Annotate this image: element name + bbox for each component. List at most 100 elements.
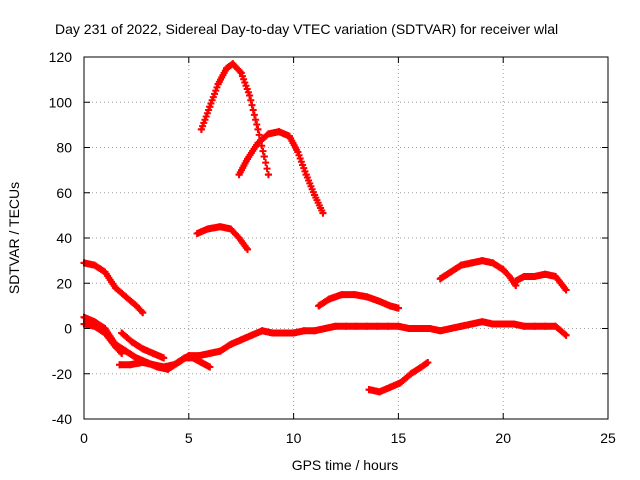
- axis-ticks: 0 5 10 15 20 25 -40 -20 0 20 40 60 80 100 120: [49, 49, 616, 446]
- chart-title: Day 231 of 2022, Sidereal Day-to-day VTE…: [55, 21, 558, 37]
- data-point: [338, 291, 346, 299]
- y-tick-label: 60: [56, 185, 72, 201]
- data-point: [447, 325, 455, 332]
- data-point: [279, 329, 287, 337]
- data-point: [541, 322, 549, 330]
- data-point: [235, 234, 243, 242]
- series-track-3: [193, 223, 251, 253]
- data-point: [478, 257, 486, 265]
- y-tick-label: 0: [64, 321, 72, 337]
- data-point: [122, 293, 130, 301]
- data-point: [499, 320, 507, 328]
- data-point: [116, 361, 124, 369]
- data-point: [269, 329, 277, 337]
- data-point: [204, 225, 212, 233]
- data-point: [350, 291, 358, 299]
- data-point: [407, 370, 415, 378]
- data-point: [216, 223, 224, 231]
- series-track-4: [80, 259, 147, 317]
- data-point: [332, 322, 340, 330]
- x-tick-label: 5: [185, 430, 193, 446]
- data-point: [300, 327, 308, 335]
- series-track-9: [315, 291, 402, 312]
- data-point: [342, 322, 350, 330]
- data-point: [206, 349, 214, 357]
- data-point: [376, 388, 384, 396]
- data-point: [489, 259, 497, 267]
- data-point: [352, 322, 360, 330]
- data-point: [111, 343, 119, 351]
- data-point: [468, 259, 476, 267]
- series-track-7: [116, 354, 214, 371]
- data-point: [562, 331, 570, 339]
- data-point: [260, 153, 268, 161]
- data-point: [424, 358, 432, 366]
- data-point: [520, 272, 528, 280]
- data-point: [315, 302, 323, 310]
- x-axis-label: GPS time / hours: [292, 457, 399, 473]
- data-point: [189, 354, 197, 362]
- data-point: [235, 171, 243, 179]
- data-point: [386, 383, 394, 391]
- data-point: [552, 272, 560, 280]
- data-point: [499, 266, 507, 274]
- data-point: [223, 64, 231, 72]
- series-band: [512, 270, 570, 294]
- data-point: [118, 349, 126, 357]
- data-point: [206, 103, 214, 111]
- x-tick-label: 10: [286, 430, 302, 446]
- data-point: [386, 302, 394, 310]
- series-track-10: [365, 358, 432, 396]
- y-tick-label: 40: [56, 230, 72, 246]
- data-point: [248, 331, 256, 339]
- data-point: [311, 191, 319, 199]
- data-point: [193, 229, 201, 237]
- series-band: [436, 257, 520, 290]
- series-band: [197, 60, 272, 179]
- data-point: [132, 302, 140, 310]
- y-tick-label: 120: [49, 49, 73, 65]
- x-tick-label: 25: [600, 430, 616, 446]
- data-point: [254, 139, 262, 147]
- data-marks: [80, 60, 570, 396]
- data-point: [90, 261, 98, 269]
- data-point: [321, 325, 329, 332]
- data-point: [311, 327, 319, 335]
- y-tick-label: 80: [56, 140, 72, 156]
- data-point: [254, 125, 262, 133]
- y-tick-label: 20: [56, 275, 72, 291]
- data-point: [396, 379, 404, 387]
- x-tick-label: 0: [80, 430, 88, 446]
- data-point: [237, 69, 245, 77]
- data-point: [531, 322, 539, 330]
- data-point: [243, 155, 251, 163]
- y-axis-label: SDTVAR / TECUs: [6, 182, 22, 294]
- data-point: [237, 336, 245, 344]
- data-point: [394, 304, 402, 312]
- data-point: [505, 272, 513, 280]
- data-point: [197, 358, 205, 366]
- data-point: [436, 327, 444, 335]
- data-point: [90, 322, 98, 330]
- data-point: [489, 320, 497, 328]
- data-point: [510, 320, 518, 328]
- data-point: [139, 358, 147, 366]
- data-point: [363, 322, 371, 330]
- series-track-2: [235, 128, 327, 217]
- data-point: [373, 322, 381, 330]
- data-point: [149, 361, 157, 369]
- data-point: [541, 270, 549, 278]
- data-point: [227, 340, 235, 348]
- data-point: [365, 386, 373, 394]
- data-point: [384, 322, 392, 330]
- data-point: [149, 349, 157, 357]
- data-point: [417, 363, 425, 371]
- series-track-12: [512, 270, 570, 294]
- series-band: [235, 128, 327, 217]
- data-point: [531, 272, 539, 280]
- data-point: [243, 245, 251, 253]
- data-point: [126, 361, 134, 369]
- series-track-11: [436, 257, 520, 290]
- series-track-8: [118, 329, 168, 362]
